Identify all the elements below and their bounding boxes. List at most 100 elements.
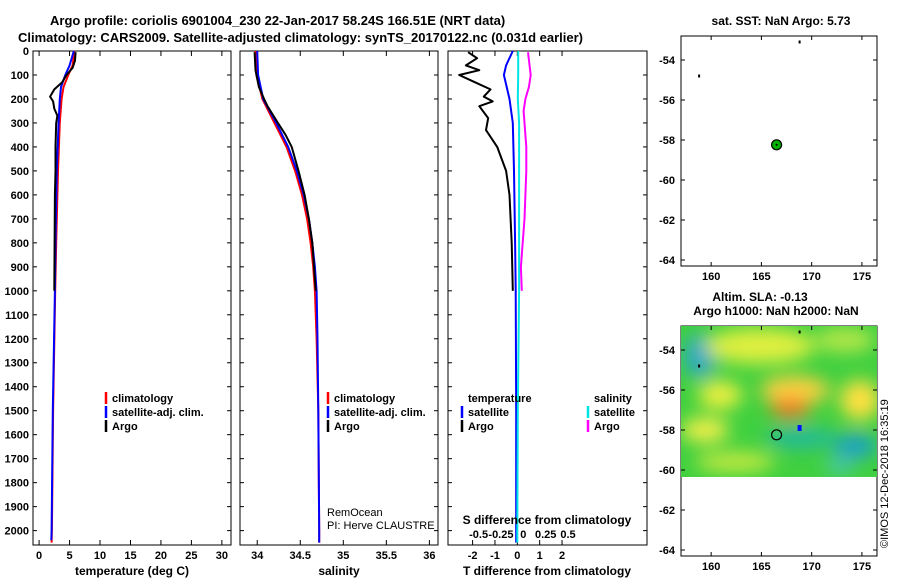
depth-tick-label: 600 bbox=[11, 190, 29, 202]
series-climatology bbox=[254, 50, 321, 543]
x-tick-label: 10 bbox=[94, 550, 106, 562]
sst-map-markers bbox=[698, 40, 801, 151]
temperature-frame bbox=[32, 50, 232, 546]
x-tick-label: -2 bbox=[468, 550, 478, 562]
x-tick-label: 0 bbox=[36, 550, 42, 562]
salinity-x-label: salinity bbox=[318, 564, 360, 578]
x-tick-label: 25 bbox=[185, 550, 197, 562]
depth-tick-label: 1300 bbox=[5, 358, 29, 370]
lat-tick-label: -64 bbox=[659, 545, 676, 557]
sla-blob bbox=[681, 418, 729, 442]
salinity-series bbox=[253, 50, 321, 543]
s-diff-tick-label: -0.5 bbox=[469, 529, 488, 541]
track-mark-b bbox=[698, 74, 701, 78]
sla-heatmap bbox=[681, 326, 877, 477]
temperature-x-axis: 0 5 10 15 20 25 30 bbox=[36, 51, 228, 562]
sla-blob bbox=[695, 452, 775, 472]
sla-map-panel: Altim. SLA: -0.13 Argo h1000: NaN h2000:… bbox=[659, 290, 878, 573]
lat-tick-label: -56 bbox=[659, 385, 675, 397]
legend-satellite-label: satellite-adj. clim. bbox=[112, 407, 204, 419]
argo-float-center bbox=[775, 143, 778, 146]
sla-blob bbox=[760, 376, 830, 404]
legend-temperature-header: temperature bbox=[468, 393, 532, 405]
series-temperature-argo bbox=[458, 51, 514, 291]
s-diff-tick-label: 0.5 bbox=[560, 529, 575, 541]
difference-y-ticks bbox=[448, 50, 647, 532]
lat-tick-label: -62 bbox=[659, 505, 675, 517]
s-difference-label: S difference from climatology bbox=[463, 513, 632, 527]
legend-temp-satellite-label: satellite bbox=[468, 407, 509, 419]
sst-map-axes: 160 165 170 175 -54 -56 -58 -60 -62 -64 bbox=[659, 36, 877, 283]
sst-map-panel: sat. SST: NaN Argo: 5.73 160 165 170 175 -54… bbox=[659, 14, 878, 283]
x-tick-label: 0 bbox=[514, 550, 520, 562]
lon-tick-label: 165 bbox=[752, 561, 770, 573]
depth-tick-label: 1700 bbox=[5, 454, 29, 466]
lon-tick-label: 170 bbox=[802, 561, 820, 573]
series-salinity-satellite bbox=[516, 51, 521, 543]
depth-tick-label: 1600 bbox=[5, 430, 29, 442]
x-tick-label: 36 bbox=[423, 550, 435, 562]
sst-map-title: sat. SST: NaN Argo: 5.73 bbox=[712, 14, 851, 28]
t-difference-x-axis: -2 -1 0 1 2 bbox=[468, 51, 565, 562]
depth-tick-label: 500 bbox=[11, 166, 29, 178]
lat-tick-label: -64 bbox=[659, 255, 676, 267]
depth-axis: 0 100 200 300 400 500 600 700 800 900 1000 1100 1200… bbox=[5, 46, 231, 538]
sla-map-axes: 160 165 170 175 -54 -56 -58 -60 -62 -64 bbox=[659, 326, 877, 573]
sla-blob bbox=[705, 328, 815, 364]
track-mark-a bbox=[798, 40, 801, 44]
sst-map-frame bbox=[680, 35, 878, 267]
lat-tick-label: -54 bbox=[659, 55, 676, 67]
salinity-y-ticks bbox=[240, 50, 438, 532]
difference-legend: temperature satellite Argo salinity sate… bbox=[460, 393, 635, 433]
lat-tick-label: -60 bbox=[659, 175, 675, 187]
sla-blob bbox=[770, 398, 810, 418]
x-tick-label: 34 bbox=[251, 550, 264, 562]
temperature-series bbox=[49, 50, 77, 543]
lat-tick-label: -54 bbox=[659, 345, 676, 357]
salinity-x-axis: 34 34.5 35 35.5 36 bbox=[251, 51, 436, 562]
sla-field-blobs bbox=[681, 328, 877, 474]
lat-tick-label: -58 bbox=[659, 135, 675, 147]
s-diff-tick-label: -0.25 bbox=[488, 529, 513, 541]
depth-tick-label: 0 bbox=[23, 46, 29, 58]
lon-tick-label: 170 bbox=[802, 271, 820, 283]
legend-sal-argo-label: Argo bbox=[594, 421, 620, 433]
track-mark-a bbox=[798, 330, 801, 334]
depth-tick-label: 200 bbox=[11, 94, 29, 106]
depth-tick-label: 700 bbox=[11, 214, 29, 226]
depth-tick-label: 400 bbox=[11, 142, 29, 154]
figure-title-line1: Argo profile: coriolis 6901004_230 22-Ja… bbox=[50, 13, 505, 28]
depth-tick-label: 1400 bbox=[5, 382, 29, 394]
s-diff-tick-label: 0.25 bbox=[535, 529, 556, 541]
lat-tick-label: -62 bbox=[659, 215, 675, 227]
series-argo bbox=[253, 52, 317, 291]
x-tick-label: 34.5 bbox=[290, 550, 311, 562]
s-difference-axis: -0.5 -0.25 0 0.25 0.5 bbox=[469, 529, 576, 541]
depth-tick-label: 1100 bbox=[5, 310, 29, 322]
depth-tick-label: 1000 bbox=[5, 286, 29, 298]
sla-blob bbox=[840, 380, 877, 420]
legend-argo-label: Argo bbox=[112, 421, 138, 433]
legend-satellite-label: satellite-adj. clim. bbox=[334, 407, 426, 419]
credit-line1: RemOcean bbox=[327, 507, 383, 519]
series-satellite-adj-clim- bbox=[50, 50, 75, 541]
depth-tick-label: 800 bbox=[11, 238, 29, 250]
x-tick-label: 30 bbox=[216, 550, 228, 562]
sla-position-marker bbox=[797, 425, 802, 431]
legend-temp-argo-label: Argo bbox=[468, 421, 494, 433]
depth-tick-label: 1800 bbox=[5, 478, 29, 490]
t-difference-x-label: T difference from climatology bbox=[463, 564, 631, 578]
series-satellite-adj-clim- bbox=[256, 50, 321, 543]
x-tick-label: 35 bbox=[337, 550, 349, 562]
imos-watermark: ©IMOS 12-Dec-2018 16:35:19 bbox=[879, 399, 891, 548]
depth-tick-label: 900 bbox=[11, 262, 29, 274]
lon-tick-label: 160 bbox=[702, 271, 720, 283]
s-diff-tick-label: 0 bbox=[520, 529, 526, 541]
sla-map-subtitle: Argo h1000: NaN h2000: NaN bbox=[693, 304, 858, 318]
temperature-x-label: temperature (deg C) bbox=[75, 564, 189, 578]
lon-tick-label: 165 bbox=[752, 271, 770, 283]
sla-blob bbox=[815, 328, 875, 352]
sla-blob bbox=[833, 434, 877, 458]
lat-tick-label: -60 bbox=[659, 465, 675, 477]
